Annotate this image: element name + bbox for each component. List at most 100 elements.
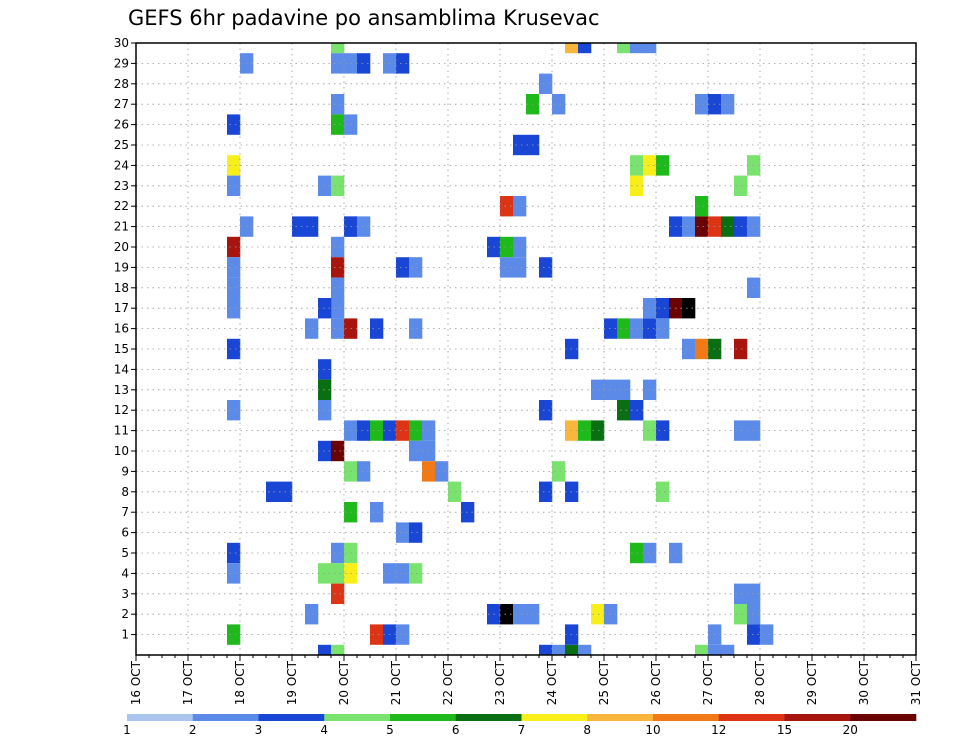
heatmap-cell	[318, 298, 332, 319]
heatmap-cell	[539, 73, 553, 94]
heatmap-cell	[578, 420, 592, 441]
heatmap-cell	[266, 481, 280, 502]
heatmap-cell	[721, 94, 735, 115]
heatmap-cell	[331, 53, 345, 74]
heatmap-cell	[656, 318, 670, 339]
heatmap-cell	[370, 420, 384, 441]
colorbar-swatch	[127, 714, 194, 721]
colorbar-swatch	[455, 714, 522, 721]
y-tick-label: 11	[114, 424, 129, 438]
heatmap-cell	[227, 236, 241, 258]
heatmap-cell	[396, 53, 410, 74]
heatmap-cell	[331, 440, 345, 462]
y-tick-label: 2	[121, 607, 129, 621]
heatmap-cell	[513, 134, 527, 156]
heatmap-cell	[643, 298, 657, 319]
x-tick-label: 25 OCT	[597, 660, 611, 705]
heatmap-cell	[357, 461, 371, 482]
heatmap-cell	[370, 318, 384, 339]
heatmap-cell	[695, 644, 709, 655]
heatmap-cell	[747, 624, 761, 645]
heatmap-cell	[227, 277, 241, 298]
heatmap-cell	[617, 400, 631, 421]
x-tick-label: 28 OCT	[753, 660, 767, 705]
heatmap-cell	[734, 583, 748, 604]
heatmap-cell	[227, 624, 241, 645]
heatmap-cell	[331, 318, 345, 339]
heatmap-cell	[565, 43, 579, 54]
heatmap-cell	[643, 420, 657, 441]
heatmap-cell	[331, 114, 345, 135]
heatmap-cell	[318, 359, 332, 380]
heatmap-cell	[500, 196, 514, 217]
x-tick-label: 21 OCT	[389, 660, 403, 705]
heatmap-cell	[500, 236, 514, 258]
y-tick-label: 18	[114, 281, 129, 295]
heatmap-cell	[227, 298, 241, 319]
heatmap-cell	[409, 420, 423, 441]
heatmap-cell	[695, 216, 709, 237]
colorbar-swatch	[521, 714, 588, 721]
heatmap-cell	[656, 481, 670, 502]
heatmap-cell	[227, 563, 241, 584]
heatmap-cell	[682, 338, 696, 360]
heatmap-cell	[500, 604, 514, 625]
heatmap-cell	[604, 318, 618, 339]
heatmap-cell	[591, 604, 605, 625]
heatmap-cell	[682, 216, 696, 237]
colorbar-label: 1	[123, 723, 131, 737]
colorbar-swatch	[587, 714, 654, 721]
y-tick-label: 24	[114, 158, 129, 172]
heatmap-cell	[331, 583, 345, 604]
y-tick-label: 17	[114, 301, 129, 315]
colorbar-label: 2	[189, 723, 197, 737]
heatmap-cell	[318, 563, 332, 584]
heatmap-cell	[500, 257, 514, 278]
x-axis: 16 OCT 17 OCT 18 OCT 19 OCT 20 OCT 21 OCT 22 O…	[129, 655, 923, 705]
colorbar-label: 4	[320, 723, 328, 737]
heatmap-cell	[305, 318, 319, 339]
y-tick-label: 10	[114, 444, 129, 458]
heatmap-cell	[227, 175, 241, 196]
heatmap-cell	[331, 277, 345, 298]
x-tick-label: 26 OCT	[649, 660, 663, 705]
heatmap-cell	[578, 43, 592, 54]
heatmap-cell	[747, 583, 761, 604]
x-tick-label: 16 OCT	[129, 660, 143, 705]
heatmap-cell	[552, 461, 566, 482]
heatmap-cell	[357, 53, 371, 74]
heatmap-cell	[409, 563, 423, 584]
y-tick-label: 6	[121, 526, 129, 540]
x-tick-label: 24 OCT	[545, 660, 559, 705]
heatmap-cell	[331, 542, 345, 564]
x-tick-label: 18 OCT	[233, 660, 247, 705]
heatmap-cell	[656, 298, 670, 319]
y-tick-label: 25	[114, 138, 129, 152]
heatmap-cell	[396, 522, 410, 543]
heatmap-cell	[370, 502, 384, 523]
heatmap-cell	[305, 604, 319, 625]
heatmap-cell	[331, 43, 345, 54]
heatmap-cell	[292, 216, 306, 237]
y-tick-label: 1	[121, 628, 129, 642]
x-tick-label: 17 OCT	[181, 660, 195, 705]
y-tick-label: 30	[114, 36, 129, 50]
y-tick-label: 3	[121, 587, 129, 601]
heatmap-cell	[331, 644, 345, 655]
colorbar-label: 3	[255, 723, 263, 737]
colorbar-swatch	[784, 714, 851, 721]
heatmap-cell	[305, 216, 319, 237]
heatmap-cell	[513, 236, 527, 258]
heatmap-cell	[721, 644, 735, 655]
y-tick-label: 4	[121, 566, 129, 580]
heatmap-cell	[461, 502, 475, 523]
heatmap-cell	[357, 216, 371, 237]
heatmap-cell	[747, 420, 761, 441]
heatmap-cell	[227, 114, 241, 135]
y-tick-label: 15	[114, 342, 129, 356]
y-tick-label: 21	[114, 220, 129, 234]
heatmap-cell	[318, 400, 332, 421]
colorbar-label: 12	[711, 723, 726, 737]
heatmap-cell	[396, 420, 410, 441]
